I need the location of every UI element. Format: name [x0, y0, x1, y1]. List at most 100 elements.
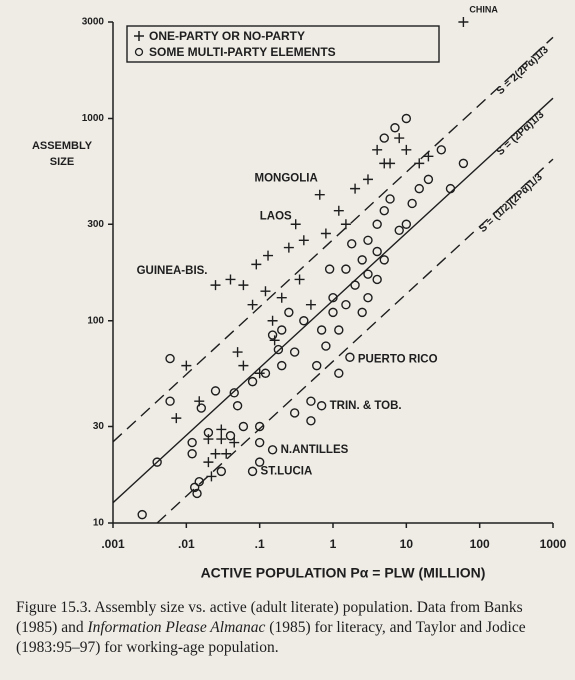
y-tick-label: 100	[87, 315, 104, 326]
circle-point	[372, 246, 382, 257]
plus-point	[210, 280, 221, 291]
circle-point	[390, 123, 400, 133]
plus-point	[263, 250, 274, 261]
y-axis-label: ASSEMBLY	[32, 140, 93, 152]
circle-point	[350, 280, 360, 290]
chart: ASSEMBLY SIZE ACTIVE POPULATION Pα = PLW…	[32, 4, 567, 581]
annotation: PUERTO RICO	[358, 353, 438, 365]
circle-point	[277, 360, 287, 371]
circle-point	[372, 274, 382, 285]
plus-point	[401, 144, 412, 155]
plus-point	[385, 158, 396, 169]
plus-point	[247, 299, 258, 310]
x-tick-label: .01	[178, 537, 195, 551]
caption-part: Information Please Almanac	[87, 619, 266, 636]
plus-point	[305, 299, 316, 310]
x-tick-label: 10	[400, 537, 414, 551]
y-tick-label: 3000	[82, 17, 105, 28]
circle-point	[238, 421, 249, 432]
reference-line	[156, 158, 554, 524]
circle-point	[299, 316, 309, 326]
plus-point	[294, 274, 305, 285]
reference-line-label: S = (2Pα)1/3	[494, 109, 546, 158]
circle-point	[385, 194, 395, 204]
plus-point	[267, 315, 278, 326]
annotation: ST.LUCIA	[261, 465, 313, 477]
annotation: TRIN. & TOB.	[330, 400, 402, 412]
circle-point	[277, 325, 287, 335]
circle-point	[247, 466, 258, 477]
caption-part: (1985) for literacy, and Taylor and Jodi…	[16, 619, 526, 656]
plus-point	[216, 424, 227, 435]
annotation: MONGOLIA	[255, 173, 318, 185]
circle-point	[334, 325, 344, 335]
reference-line	[112, 36, 554, 443]
circle-point	[379, 133, 389, 143]
circle-point	[363, 235, 373, 245]
circle-point	[289, 408, 300, 418]
circle-point	[260, 368, 271, 378]
plus-point	[225, 274, 236, 285]
figure-caption: Figure 15.3. Assembly size vs. active (a…	[16, 598, 564, 658]
circle-point	[394, 225, 404, 236]
plus-point	[320, 228, 331, 239]
y-tick-label: 10	[93, 518, 105, 529]
circle-point	[357, 307, 367, 318]
circle-point	[225, 431, 236, 441]
circle-point	[363, 293, 373, 303]
circle-point	[192, 488, 202, 499]
circle-point	[363, 269, 373, 279]
plus-point	[171, 413, 182, 424]
circle-point	[407, 198, 417, 209]
circle-point	[196, 403, 207, 413]
circle-point	[401, 113, 412, 124]
plus-point	[350, 183, 361, 194]
circle-point	[379, 206, 389, 216]
reference-line-label: S = (1/2)(2Pα)1/3	[477, 171, 545, 235]
circle-point	[229, 388, 239, 398]
plus-point	[298, 235, 309, 246]
plus-point	[229, 437, 240, 448]
circle-point	[341, 264, 351, 274]
circle-point	[289, 347, 300, 357]
plus-point	[181, 360, 192, 371]
circle-point	[324, 264, 335, 274]
circle-point	[187, 437, 197, 448]
circle-point	[423, 174, 434, 185]
circle-point	[345, 352, 355, 362]
plus-point	[216, 434, 227, 445]
plus-point	[221, 448, 232, 459]
plus-point	[203, 434, 214, 445]
circle-point	[312, 360, 322, 371]
plus-point	[232, 347, 243, 358]
circle-point	[203, 427, 214, 438]
x-tick-label: 1000	[540, 537, 567, 551]
circle-point	[372, 219, 382, 229]
x-axis-label: ACTIVE POPULATION Pα = PLW (MILLION)	[201, 565, 486, 581]
y-tick-label: 300	[87, 219, 104, 230]
legend-circle	[134, 47, 144, 57]
plus-point	[238, 360, 249, 371]
plus-point	[423, 151, 434, 162]
circle-point	[436, 145, 447, 155]
plus-point	[251, 259, 262, 270]
plus-point	[340, 219, 351, 230]
circle-point	[328, 307, 338, 318]
plus-point	[372, 144, 383, 155]
circle-point	[316, 325, 327, 335]
circle-point	[137, 509, 147, 520]
y-tick-label: 1000	[82, 113, 105, 124]
plus-point	[254, 368, 265, 379]
reference-line	[112, 97, 554, 504]
plus-point	[269, 335, 280, 346]
circle-point	[165, 396, 175, 406]
circle-point	[445, 183, 456, 194]
x-tick-label: .1	[255, 537, 265, 551]
circle-point	[306, 416, 316, 426]
circle-point	[328, 293, 338, 303]
annotation: LAOS	[260, 210, 292, 222]
circle-point	[341, 300, 351, 310]
circle-point	[306, 396, 316, 406]
plus-point	[203, 457, 214, 468]
